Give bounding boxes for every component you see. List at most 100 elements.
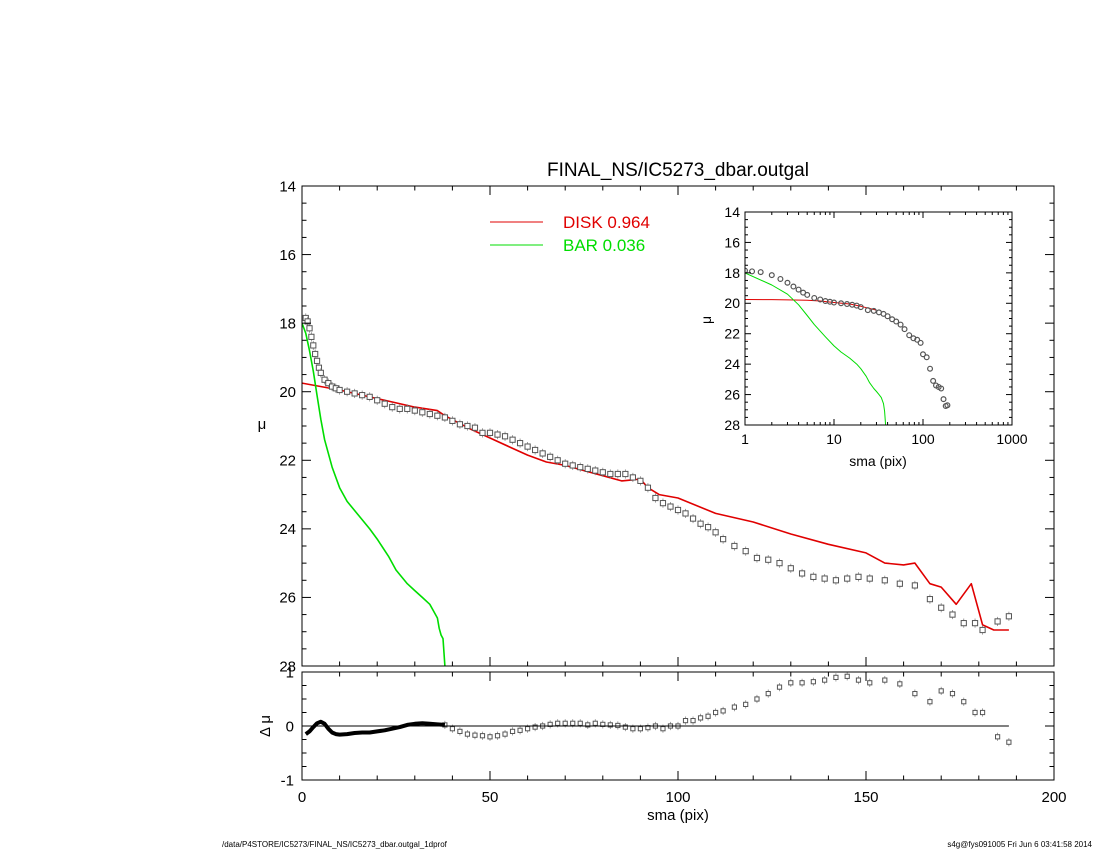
data-point	[995, 734, 1001, 740]
chart-title: FINAL_NS/IC5273_dbar.outgal	[547, 160, 809, 181]
data-point	[321, 376, 328, 383]
y-axis-label: Δ μ	[257, 715, 274, 737]
data-point	[938, 385, 945, 392]
data-point	[674, 506, 682, 514]
x-tick-label: 200	[1041, 789, 1066, 806]
data-point	[585, 722, 591, 728]
data-point	[570, 720, 576, 726]
data-point	[584, 465, 591, 472]
data-point	[615, 722, 621, 729]
data-point	[914, 336, 921, 343]
data-point	[864, 307, 871, 314]
data-point	[310, 342, 317, 349]
data-point	[844, 575, 851, 582]
data-point	[731, 542, 738, 550]
data-point	[312, 350, 319, 358]
data-point	[704, 524, 712, 531]
data-point	[682, 510, 689, 517]
data-point	[822, 677, 828, 683]
y-tick-label: 18	[724, 265, 740, 281]
data-point	[720, 536, 727, 543]
data-point	[697, 715, 704, 721]
data-point	[705, 713, 711, 719]
data-point	[689, 515, 697, 522]
data-point	[743, 701, 749, 707]
data-point	[938, 688, 944, 694]
data-point	[592, 720, 598, 726]
data-point	[844, 673, 850, 679]
data-point	[622, 470, 629, 478]
data-point	[893, 318, 900, 325]
x-tick-label: 100	[665, 789, 690, 806]
y-tick-label: 18	[279, 315, 296, 332]
data-point	[381, 400, 388, 407]
y-axis-label: μ	[258, 416, 267, 433]
data-point	[731, 704, 737, 710]
data-point	[697, 520, 704, 527]
data-point	[881, 577, 888, 584]
data-point	[712, 529, 719, 536]
data-point	[765, 556, 772, 563]
data-point	[790, 283, 797, 290]
x-axis-label: sma (pix)	[647, 807, 709, 824]
bar-profile-line	[745, 272, 887, 425]
data-point	[798, 570, 806, 577]
data-point	[690, 718, 696, 724]
data-point	[788, 680, 794, 686]
data-point	[811, 294, 818, 301]
data-point	[644, 484, 652, 491]
data-point	[599, 469, 606, 476]
data-point	[799, 680, 805, 686]
y-tick-label: 24	[279, 521, 296, 538]
data-point	[777, 275, 784, 282]
data-point	[306, 325, 313, 332]
data-point	[494, 733, 501, 739]
data-point	[817, 296, 824, 303]
data-point	[682, 718, 689, 724]
x-tick-label: 10	[826, 431, 842, 447]
data-point	[753, 554, 761, 562]
y-tick-label: 28	[279, 658, 296, 675]
inset-background	[705, 206, 1024, 479]
data-point	[652, 494, 659, 502]
x-tick-label: 1000	[996, 431, 1027, 447]
data-point	[317, 369, 324, 376]
data-point	[787, 565, 794, 572]
data-point	[359, 392, 366, 399]
data-point	[1006, 739, 1012, 745]
y-tick-label: 26	[279, 590, 296, 607]
y-tick-label: 20	[724, 295, 740, 311]
data-point	[855, 573, 862, 580]
data-point	[449, 726, 455, 732]
data-point	[479, 429, 486, 436]
data-point	[896, 580, 903, 587]
data-point	[487, 734, 493, 740]
data-point	[336, 386, 343, 394]
data-point	[441, 414, 448, 421]
disk-profile-line	[745, 299, 877, 311]
data-point	[882, 677, 888, 683]
data-point	[901, 326, 908, 333]
data-point	[555, 720, 561, 726]
data-point	[614, 470, 621, 478]
data-point	[870, 307, 877, 314]
data-point	[911, 582, 918, 589]
y-tick-label: 1	[286, 664, 294, 681]
data-point	[972, 709, 978, 716]
data-point	[949, 691, 956, 697]
data-point	[897, 681, 903, 687]
data-point	[979, 709, 986, 716]
data-point	[866, 575, 873, 582]
data-point	[637, 477, 644, 484]
data-point	[897, 321, 904, 328]
data-point	[745, 267, 748, 274]
data-point	[308, 333, 315, 340]
data-point	[906, 332, 913, 339]
data-point	[884, 313, 891, 320]
data-point	[949, 611, 956, 618]
data-point	[562, 720, 568, 726]
data-point	[313, 357, 321, 364]
y-tick-label: 14	[724, 204, 740, 220]
